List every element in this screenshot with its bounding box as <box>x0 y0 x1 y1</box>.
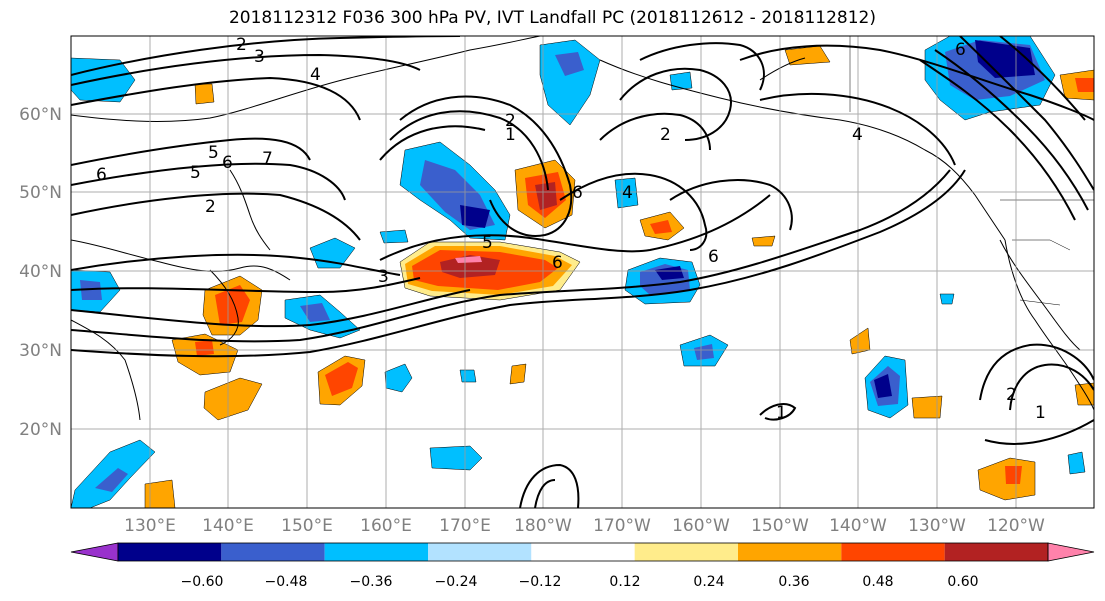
colorbar-tick-label: −0.48 <box>265 574 308 590</box>
colorbar-swatch <box>738 543 842 561</box>
lon-label: 160°E <box>360 516 412 536</box>
colorbar-tick-label: 0.60 <box>947 574 978 590</box>
contour-label: 4 <box>310 65 321 85</box>
lon-label: 170°E <box>439 516 491 536</box>
contour-label: 6 <box>552 253 563 273</box>
contour-label: 4 <box>852 125 863 145</box>
colorbar-swatch <box>841 543 945 561</box>
contour-label: 3 <box>378 267 389 287</box>
coastlines <box>71 36 1094 421</box>
lon-label: 150°W <box>751 516 809 536</box>
colorbar <box>70 542 1095 562</box>
lat-label: 30°N <box>19 341 62 361</box>
contour-label: 2 <box>505 111 516 131</box>
lon-label: 150°E <box>281 516 333 536</box>
lat-label: 50°N <box>19 183 62 203</box>
colorbar-outline <box>117 542 1049 562</box>
contour-label: 1 <box>1035 403 1046 423</box>
contour-label: 3 <box>254 47 265 67</box>
contour-label: 6 <box>572 183 583 203</box>
colorbar-tick-label: −0.24 <box>435 574 478 590</box>
contour-label: 7 <box>262 149 273 169</box>
contour-label: 6 <box>708 247 719 267</box>
contour-label: 6 <box>222 153 233 173</box>
lat-label: 60°N <box>19 105 62 125</box>
pv-shading <box>71 36 1094 508</box>
contour-label: 1 <box>776 403 787 423</box>
contour-label: 2 <box>660 125 671 145</box>
colorbar-tick-label: 0.36 <box>778 574 809 590</box>
map-background <box>71 36 1094 508</box>
lon-label: 130°E <box>124 516 176 536</box>
colorbar-swatch <box>634 543 738 561</box>
colorbar-swatch <box>944 543 1048 561</box>
colorbar-swatch <box>221 543 325 561</box>
map-title: 2018112312 F036 300 hPa PV, IVT Landfall… <box>228 8 876 28</box>
lon-label: 140°W <box>829 516 887 536</box>
contour-labels: 2 3 4 5 6 7 6 5 2 1 2 3 5 6 6 4 2 6 4 6 … <box>96 35 1046 423</box>
contour-label: 5 <box>190 163 201 183</box>
lon-label: 170°W <box>593 516 651 536</box>
contour-label: 5 <box>208 143 219 163</box>
lat-label: 40°N <box>19 262 62 282</box>
colorbar-swatch <box>531 543 635 561</box>
lat-label: 20°N <box>19 420 62 440</box>
colorbar-swatch <box>118 543 222 561</box>
contour-label: 1 <box>505 125 516 145</box>
colorbar-extend-low <box>70 542 119 562</box>
contour-label: 5 <box>482 233 493 253</box>
lon-label: 140°E <box>202 516 254 536</box>
contour-label: 2 <box>1006 385 1017 405</box>
colorbar-swatch <box>428 543 532 561</box>
colorbar-tick-label: −0.12 <box>519 574 562 590</box>
map-frame <box>70 35 1095 509</box>
contour-label: 6 <box>955 40 966 60</box>
contour-label: 6 <box>96 165 107 185</box>
colorbar-tick-label: 0.24 <box>693 574 724 590</box>
lon-label: 120°W <box>987 516 1045 536</box>
lon-label: 130°W <box>908 516 966 536</box>
colorbar-tick-label: 0.12 <box>609 574 640 590</box>
colorbar-tick-labels: −0.60 −0.48 −0.36 −0.24 −0.12 0.12 0.24 … <box>181 574 979 590</box>
ivt-contours <box>71 36 1094 508</box>
colorbar-extend-high <box>1047 542 1095 562</box>
contour-label: 2 <box>236 35 247 55</box>
longitude-labels: 130°E 140°E 150°E 160°E 170°E 180°W 170°… <box>124 516 1045 536</box>
colorbar-tick-label: −0.36 <box>350 574 393 590</box>
colorbar-tick-label: 0.48 <box>862 574 893 590</box>
contour-label: 4 <box>622 183 633 203</box>
colorbar-tick-label: −0.60 <box>181 574 224 590</box>
latitude-labels: 60°N 50°N 40°N 30°N 20°N <box>19 105 62 440</box>
lon-label: 180°W <box>514 516 572 536</box>
contour-label: 2 <box>205 197 216 217</box>
lon-label: 160°W <box>672 516 730 536</box>
colorbar-swatch <box>324 543 428 561</box>
